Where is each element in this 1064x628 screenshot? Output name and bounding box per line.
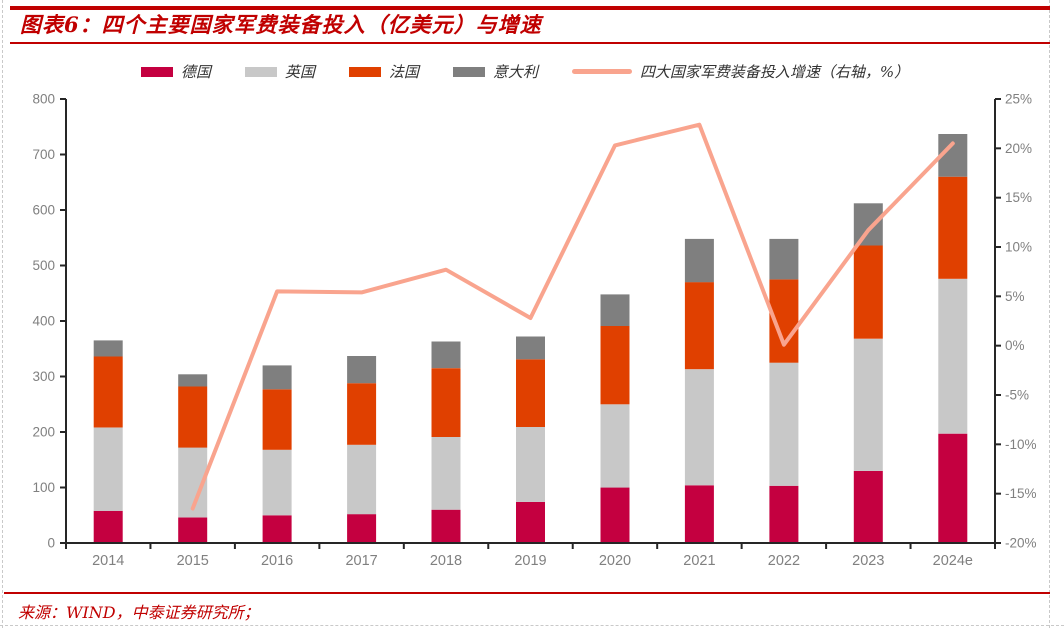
bar-segment-2021-英国 <box>684 369 714 486</box>
legend-swatch-icon <box>244 66 277 77</box>
bar-segment-2016-德国 <box>262 515 292 544</box>
bar-segment-2019-德国 <box>516 501 545 543</box>
legend-item-3: 法国 <box>348 61 419 82</box>
bar-segment-2021-德国 <box>684 485 714 543</box>
x-axis-category-label: 2023 <box>852 553 884 569</box>
bar-segment-2020-意大利 <box>600 294 630 326</box>
x-axis-category-label: 2022 <box>768 553 800 569</box>
bar-segment-2014-德国 <box>93 510 123 543</box>
legend-label: 英国 <box>284 63 315 81</box>
left-axis-tick-label: 800 <box>32 92 55 107</box>
right-axis-tick-label: -5% <box>1005 388 1029 403</box>
left-axis-tick-label: 300 <box>32 369 55 384</box>
left-axis-tick-label: 400 <box>32 314 55 329</box>
legend-item-line: 四大国家军费装备投入增速（右轴，%） <box>571 61 910 82</box>
right-axis-tick-label: -10% <box>1005 437 1037 452</box>
bar-segment-2017-英国 <box>347 444 377 515</box>
right-axis-tick-label: 10% <box>1005 240 1032 255</box>
x-axis-category-label: 2020 <box>599 553 631 569</box>
x-axis-category-label: 2015 <box>177 553 209 569</box>
bar-segment-2016-法国 <box>262 389 292 450</box>
bar-segment-2023-意大利 <box>853 203 883 246</box>
bar-segment-2022-德国 <box>769 485 799 543</box>
right-axis-tick-label: 20% <box>1005 141 1032 156</box>
bar-segment-2023-英国 <box>853 338 883 471</box>
bar-segment-2020-德国 <box>600 487 630 543</box>
bar-segment-2024e-法国 <box>938 176 968 279</box>
page-border-right <box>1049 0 1050 628</box>
bar-segment-2019-英国 <box>516 427 545 502</box>
source-rule <box>4 592 1050 594</box>
bar-segment-2018-英国 <box>431 437 461 510</box>
legend-label: 意大利 <box>492 63 538 81</box>
x-axis-category-label: 2016 <box>261 553 293 569</box>
bar-segment-2017-意大利 <box>347 356 377 384</box>
bar-segment-2016-意大利 <box>262 365 292 390</box>
legend-swatch-icon <box>140 66 173 77</box>
legend-item-4: 意大利 <box>452 61 538 82</box>
bar-segment-2022-意大利 <box>769 238 799 280</box>
legend-label: 四大国家军费装备投入增速（右轴，%） <box>639 63 910 81</box>
x-axis-category-label: 2017 <box>345 553 377 569</box>
bar-segment-2014-意大利 <box>93 340 123 357</box>
x-axis-category-label: 2024e <box>933 553 973 569</box>
bar-segment-2017-法国 <box>347 383 377 445</box>
bar-segment-2015-意大利 <box>178 374 208 387</box>
bar-segment-2017-德国 <box>347 514 377 543</box>
x-axis-category-label: 2014 <box>92 553 124 569</box>
title-rule-bottom <box>10 42 1050 44</box>
x-axis-category-label: 2018 <box>430 553 462 569</box>
bar-segment-2020-英国 <box>600 404 630 488</box>
legend-label: 法国 <box>388 63 419 81</box>
bar-segment-2016-英国 <box>262 449 292 516</box>
bar-segment-2019-意大利 <box>516 336 545 360</box>
bar-segment-2014-英国 <box>93 427 123 511</box>
legend-label: 德国 <box>180 63 211 81</box>
combo-chart: 0 100 200 300 400 500 600 700 800 -20% -15% -10% -5%… <box>32 92 1037 570</box>
figure-title: 图表6：四个主要国家军费装备投入（亿美元）与增速 <box>20 12 542 37</box>
legend-item-2: 英国 <box>244 61 315 82</box>
bar-segment-2014-法国 <box>93 356 123 428</box>
bar-segment-2015-德国 <box>178 517 208 543</box>
chart-legend: 德国 英国 法国 意大利 四大国家军费装备投入增速（右轴，%） <box>0 61 1050 82</box>
bar-segment-2023-法国 <box>853 245 883 339</box>
bar-segment-2020-法国 <box>600 326 630 405</box>
page-border-left <box>2 0 3 628</box>
left-axis-tick-label: 0 <box>47 536 55 551</box>
right-axis-tick-label: -20% <box>1005 536 1037 551</box>
right-axis-tick-label: 25% <box>1005 92 1032 107</box>
right-axis-tick-label: -15% <box>1005 486 1037 501</box>
bar-segment-2015-法国 <box>178 386 208 448</box>
title-rule-top <box>10 6 1050 10</box>
left-axis-tick-label: 600 <box>32 203 55 218</box>
source-note: 来源：WIND，中泰证券研究所； <box>18 603 260 622</box>
legend-line-swatch-icon <box>571 69 632 74</box>
bar-segment-2022-英国 <box>769 362 799 486</box>
right-axis-tick-label: 0% <box>1005 338 1025 353</box>
legend-swatch-icon <box>452 66 485 77</box>
bar-segment-2024e-英国 <box>938 278 968 434</box>
bar-segment-2021-法国 <box>684 282 714 370</box>
right-axis-tick-label: 15% <box>1005 190 1032 205</box>
left-axis-tick-label: 700 <box>32 147 55 162</box>
bar-segment-2024e-德国 <box>938 433 968 543</box>
left-axis-tick-label: 200 <box>32 425 55 440</box>
x-axis-category-label: 2021 <box>683 553 715 569</box>
bar-segment-2018-意大利 <box>431 341 461 369</box>
x-axis-category-label: 2019 <box>514 553 546 569</box>
left-axis-tick-label: 500 <box>32 258 55 273</box>
page-border-bottom <box>0 625 1064 626</box>
legend-swatch-icon <box>348 66 381 77</box>
bar-segment-2021-意大利 <box>684 238 714 283</box>
right-axis-tick-label: 5% <box>1005 289 1025 304</box>
growth-line <box>190 122 955 511</box>
left-axis-tick-label: 100 <box>32 480 55 495</box>
bar-segment-2018-法国 <box>431 368 461 437</box>
legend-item-1: 德国 <box>140 61 211 82</box>
bar-segment-2019-法国 <box>516 359 545 427</box>
bar-segment-2023-德国 <box>853 470 883 543</box>
bar-segment-2018-德国 <box>431 509 461 543</box>
